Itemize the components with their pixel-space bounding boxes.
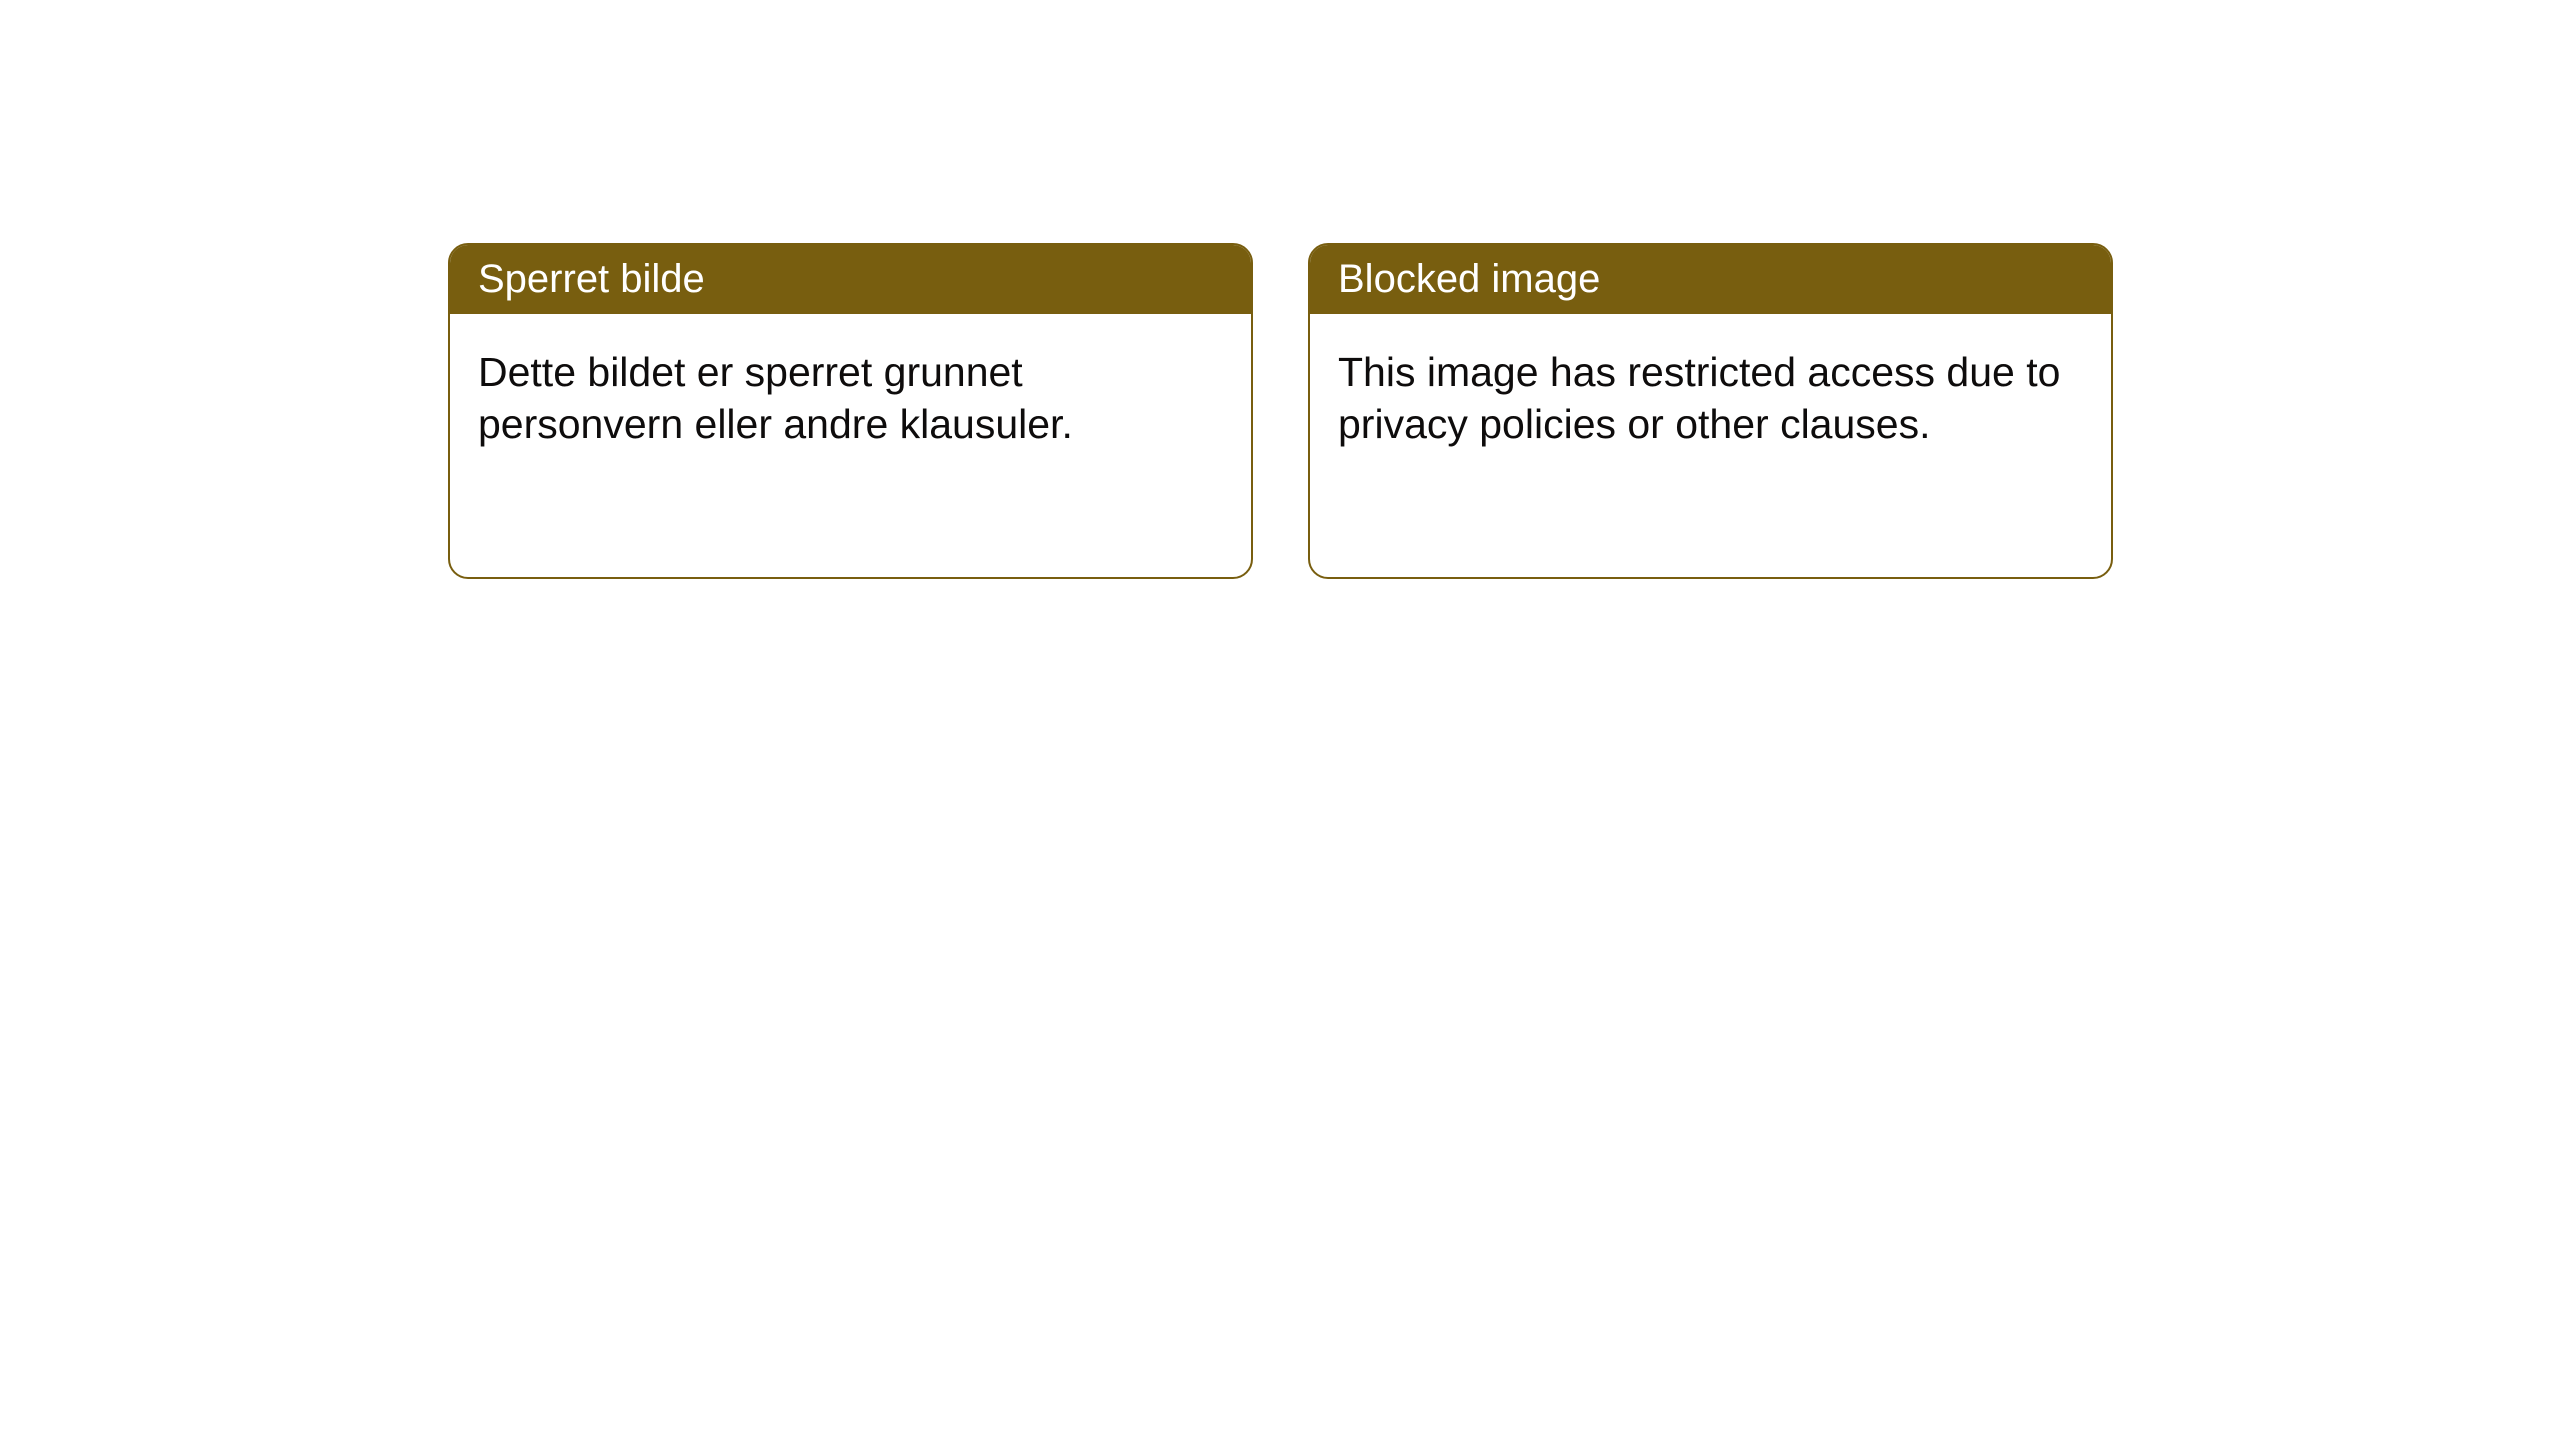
notice-header-en: Blocked image [1310, 245, 2111, 314]
notice-card-en: Blocked image This image has restricted … [1308, 243, 2113, 579]
notice-body-no: Dette bildet er sperret grunnet personve… [450, 314, 1251, 483]
notice-card-no: Sperret bilde Dette bildet er sperret gr… [448, 243, 1253, 579]
notice-header-no: Sperret bilde [450, 245, 1251, 314]
notice-body-en: This image has restricted access due to … [1310, 314, 2111, 483]
notice-container: Sperret bilde Dette bildet er sperret gr… [0, 0, 2560, 579]
